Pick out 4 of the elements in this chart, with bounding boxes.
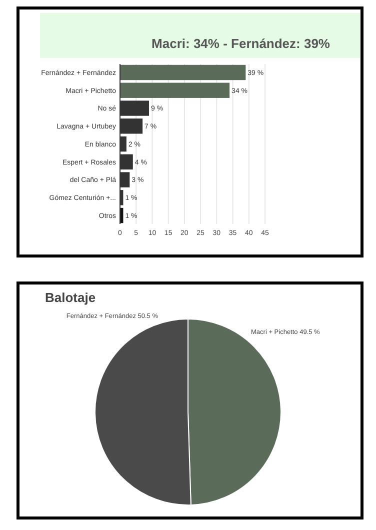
chart-title: Macri: 34% - Fernández: 39% <box>152 36 330 51</box>
bar <box>120 82 230 98</box>
bar <box>120 64 246 80</box>
chart-title: Balotaje <box>45 290 96 305</box>
